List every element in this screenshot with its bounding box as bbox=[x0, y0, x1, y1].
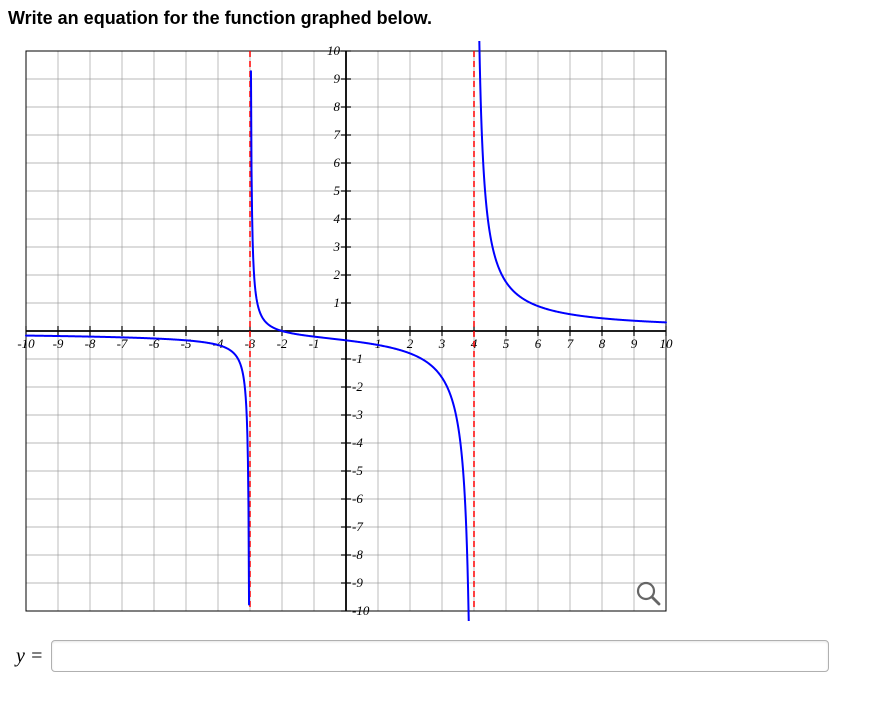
svg-text:1: 1 bbox=[375, 336, 382, 351]
svg-text:-2: -2 bbox=[352, 379, 363, 394]
question-prompt: Write an equation for the function graph… bbox=[8, 8, 888, 29]
svg-text:10: 10 bbox=[327, 43, 341, 58]
svg-text:7: 7 bbox=[334, 127, 341, 142]
svg-text:-5: -5 bbox=[352, 463, 363, 478]
svg-text:-10: -10 bbox=[352, 603, 370, 618]
svg-text:4: 4 bbox=[334, 211, 341, 226]
svg-text:8: 8 bbox=[334, 99, 341, 114]
svg-text:2: 2 bbox=[407, 336, 414, 351]
svg-text:7: 7 bbox=[567, 336, 574, 351]
svg-text:-4: -4 bbox=[352, 435, 363, 450]
svg-text:-6: -6 bbox=[352, 491, 363, 506]
svg-text:-1: -1 bbox=[352, 351, 363, 366]
svg-text:5: 5 bbox=[334, 183, 341, 198]
svg-text:10: 10 bbox=[660, 336, 674, 351]
svg-text:-5: -5 bbox=[181, 336, 192, 351]
function-graph: -10 -9 -8 -7 -6 -5 -4 -3 -2 -1 1 2 3 4 5 6 7 8 9 10 -10 -9 -8 -… bbox=[16, 41, 888, 626]
svg-text:-10: -10 bbox=[17, 336, 35, 351]
svg-text:5: 5 bbox=[503, 336, 510, 351]
answer-label: y = bbox=[16, 645, 43, 668]
svg-text:-9: -9 bbox=[352, 575, 363, 590]
svg-text:9: 9 bbox=[631, 336, 638, 351]
svg-text:-2: -2 bbox=[277, 336, 288, 351]
svg-text:6: 6 bbox=[535, 336, 542, 351]
answer-row: y = bbox=[16, 640, 888, 672]
svg-text:9: 9 bbox=[334, 71, 341, 86]
svg-text:-7: -7 bbox=[352, 519, 363, 534]
equation-input[interactable] bbox=[51, 640, 829, 672]
svg-text:-1: -1 bbox=[309, 336, 320, 351]
svg-text:3: 3 bbox=[333, 239, 341, 254]
svg-text:-3: -3 bbox=[352, 407, 363, 422]
svg-text:8: 8 bbox=[599, 336, 606, 351]
svg-text:3: 3 bbox=[438, 336, 446, 351]
svg-text:1: 1 bbox=[334, 295, 341, 310]
svg-text:-8: -8 bbox=[352, 547, 363, 562]
svg-text:-8: -8 bbox=[85, 336, 96, 351]
svg-text:6: 6 bbox=[334, 155, 341, 170]
svg-text:2: 2 bbox=[334, 267, 341, 282]
svg-text:-9: -9 bbox=[53, 336, 64, 351]
